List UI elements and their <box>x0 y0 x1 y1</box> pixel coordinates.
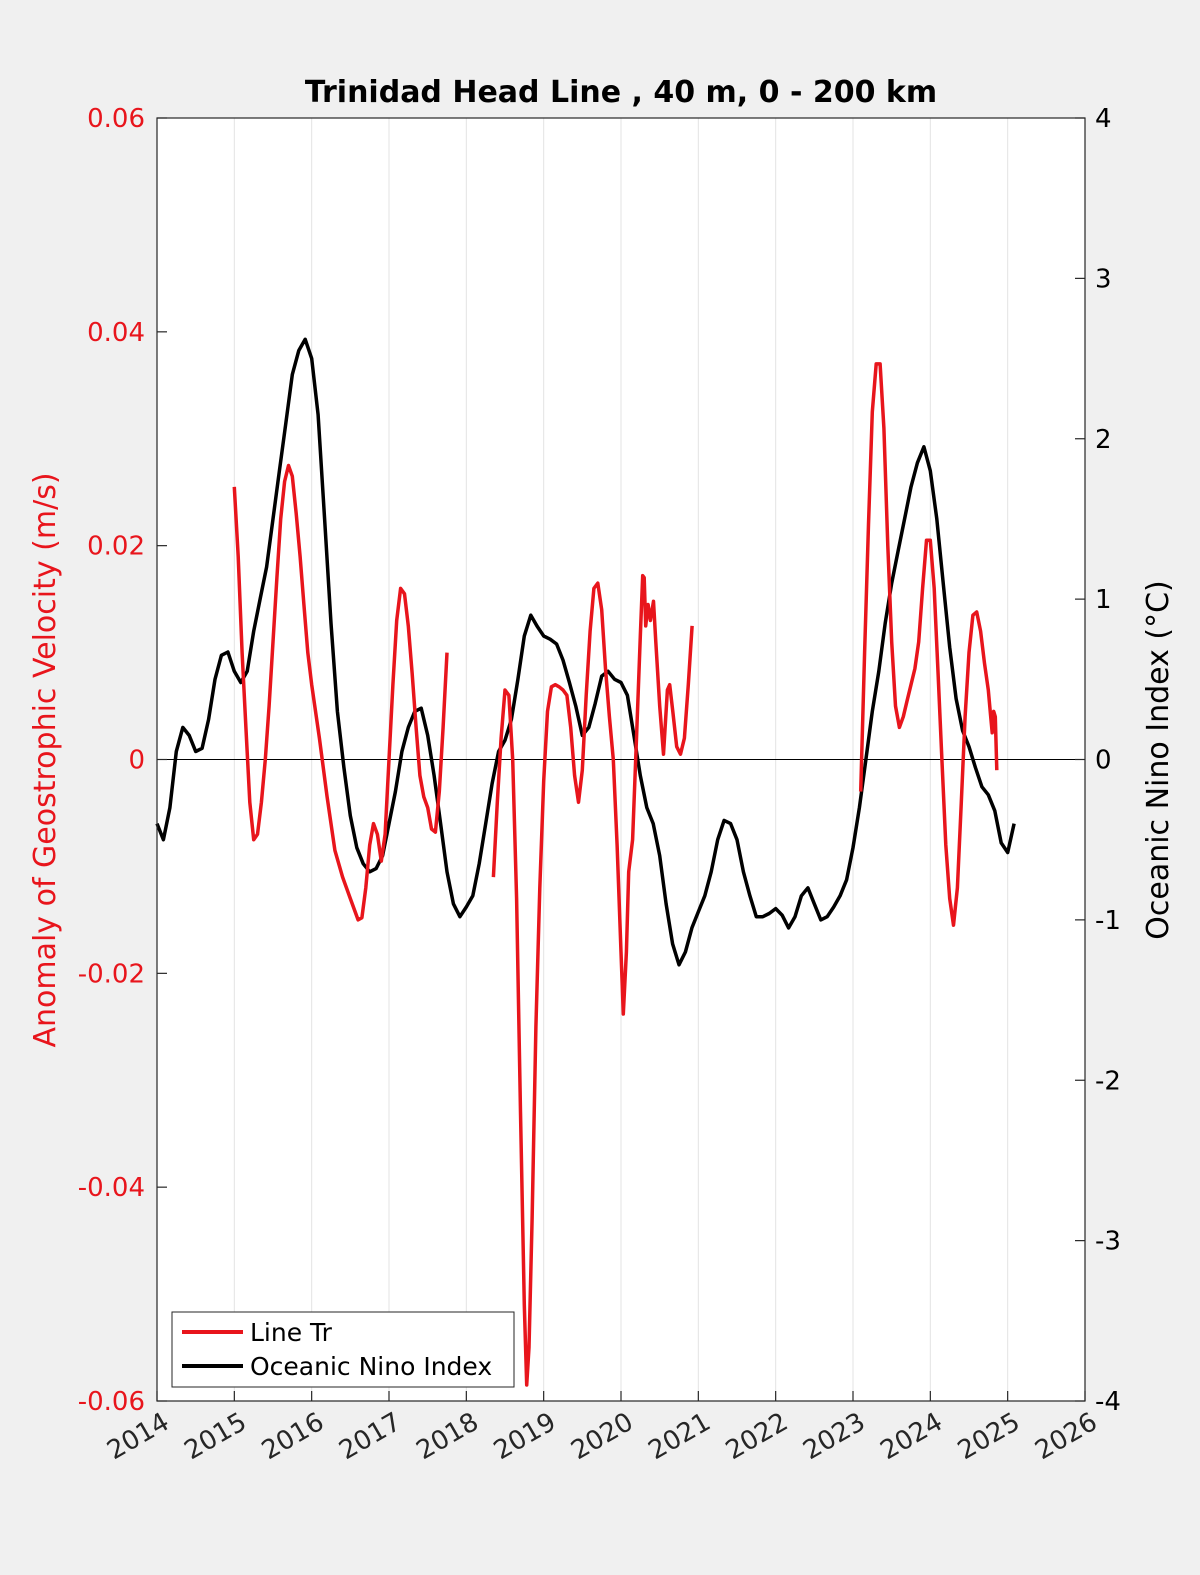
legend: Line Tr Oceanic Nino Index <box>171 1311 515 1388</box>
y-left-tick-label: 0.02 <box>87 532 145 562</box>
y-right-tick-label: -4 <box>1095 1387 1121 1417</box>
y-left-tick-label: 0.04 <box>87 318 145 348</box>
legend-label-oni: Oceanic Nino Index <box>250 1352 492 1381</box>
y-right-tick-label: -2 <box>1095 1066 1121 1096</box>
series-line-line-tr-segment-3 <box>858 362 999 927</box>
chart-title: Trinidad Head Line , 40 m, 0 - 200 km <box>305 75 937 110</box>
y-axis-left-label: Anomaly of Geostrophic Velocity (m/s) <box>28 472 63 1047</box>
legend-box <box>171 1311 515 1388</box>
series-layer <box>155 337 1016 1387</box>
axes-layer: 2014 2015 2016 2017 2018 2019 2020 2021 2022 2023… <box>78 104 1121 1466</box>
y-right-tick-label: 2 <box>1095 425 1112 455</box>
y-left-tick-label: -0.04 <box>78 1173 145 1203</box>
y-axis-right-label: Oceanic Nino Index (°C) <box>1141 580 1176 940</box>
y-right-tick-label: 0 <box>1095 746 1112 776</box>
y-right-tick-label: -1 <box>1095 906 1121 936</box>
y-left-tick-label: 0.06 <box>87 104 145 134</box>
y-right-tick-label: -3 <box>1095 1227 1121 1257</box>
y-right-tick-label: 1 <box>1095 585 1112 615</box>
y-left-tick-label: 0 <box>128 746 145 776</box>
series-line-line-tr-segment-2 <box>491 573 694 1387</box>
series-line-line-tr-segment-1 <box>232 463 449 922</box>
y-left-tick-label: -0.02 <box>78 959 145 989</box>
y-right-tick-label: 4 <box>1095 104 1112 134</box>
y-right-tick-label: 3 <box>1095 264 1112 294</box>
y-left-tick-label: -0.06 <box>78 1387 145 1417</box>
legend-label-line-tr: Line Tr <box>250 1318 333 1347</box>
